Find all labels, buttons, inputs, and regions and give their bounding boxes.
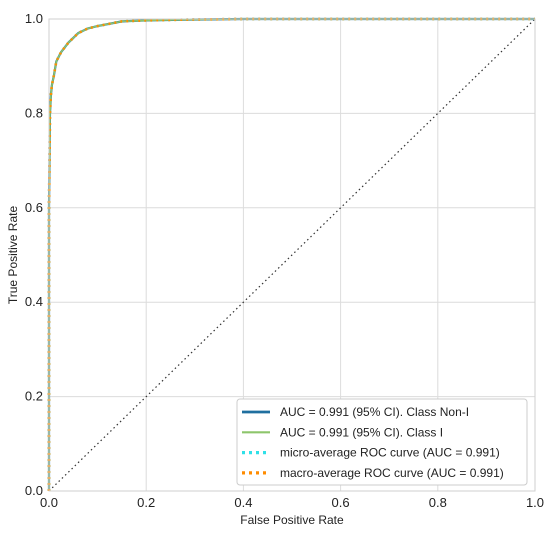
x-tick-label: 0.6 bbox=[332, 495, 350, 510]
legend-label-micro-average: micro-average ROC curve (AUC = 0.991) bbox=[280, 446, 500, 460]
y-tick-label: 0.8 bbox=[25, 105, 43, 120]
plot-frame bbox=[48, 18, 536, 492]
grid bbox=[48, 18, 536, 492]
x-tick-label: 0.4 bbox=[234, 495, 252, 510]
x-tick-label: 0.2 bbox=[137, 495, 155, 510]
x-axis-label: False Positive Rate bbox=[240, 513, 344, 527]
y-tick-label: 0.6 bbox=[25, 200, 43, 215]
series-layer bbox=[47, 17, 535, 491]
legend-box bbox=[236, 398, 528, 486]
x-tick-label: 0.8 bbox=[429, 495, 447, 510]
roc-curve-macro-average bbox=[47, 17, 535, 491]
y-tick-label: 0.4 bbox=[25, 294, 43, 309]
x-tick-label: 1.0 bbox=[526, 495, 544, 510]
legend-label-macro-average: macro-average ROC curve (AUC = 0.991) bbox=[280, 466, 504, 480]
reference-line-layer bbox=[48, 18, 536, 492]
y-tick-label: 1.0 bbox=[25, 11, 43, 26]
x-tick-label: 0.0 bbox=[40, 495, 58, 510]
legend: AUC = 0.991 (95% CI). Class Non-I AUC = … bbox=[236, 398, 528, 486]
legend-label-class-i: AUC = 0.991 (95% CI). Class I bbox=[280, 425, 443, 439]
y-tick-label: 0.0 bbox=[25, 483, 43, 498]
tick-labels: 0.0 0.2 0.4 0.6 0.8 1.0 0.0 0.2 0.4 0.6 0.8 1.0 bbox=[25, 11, 544, 510]
y-axis-label: True Positive Rate bbox=[6, 206, 20, 305]
chance-reference-line bbox=[48, 18, 536, 492]
y-tick-label: 0.2 bbox=[25, 389, 43, 404]
legend-label-class-non-i: AUC = 0.991 (95% CI). Class Non-I bbox=[280, 405, 469, 419]
